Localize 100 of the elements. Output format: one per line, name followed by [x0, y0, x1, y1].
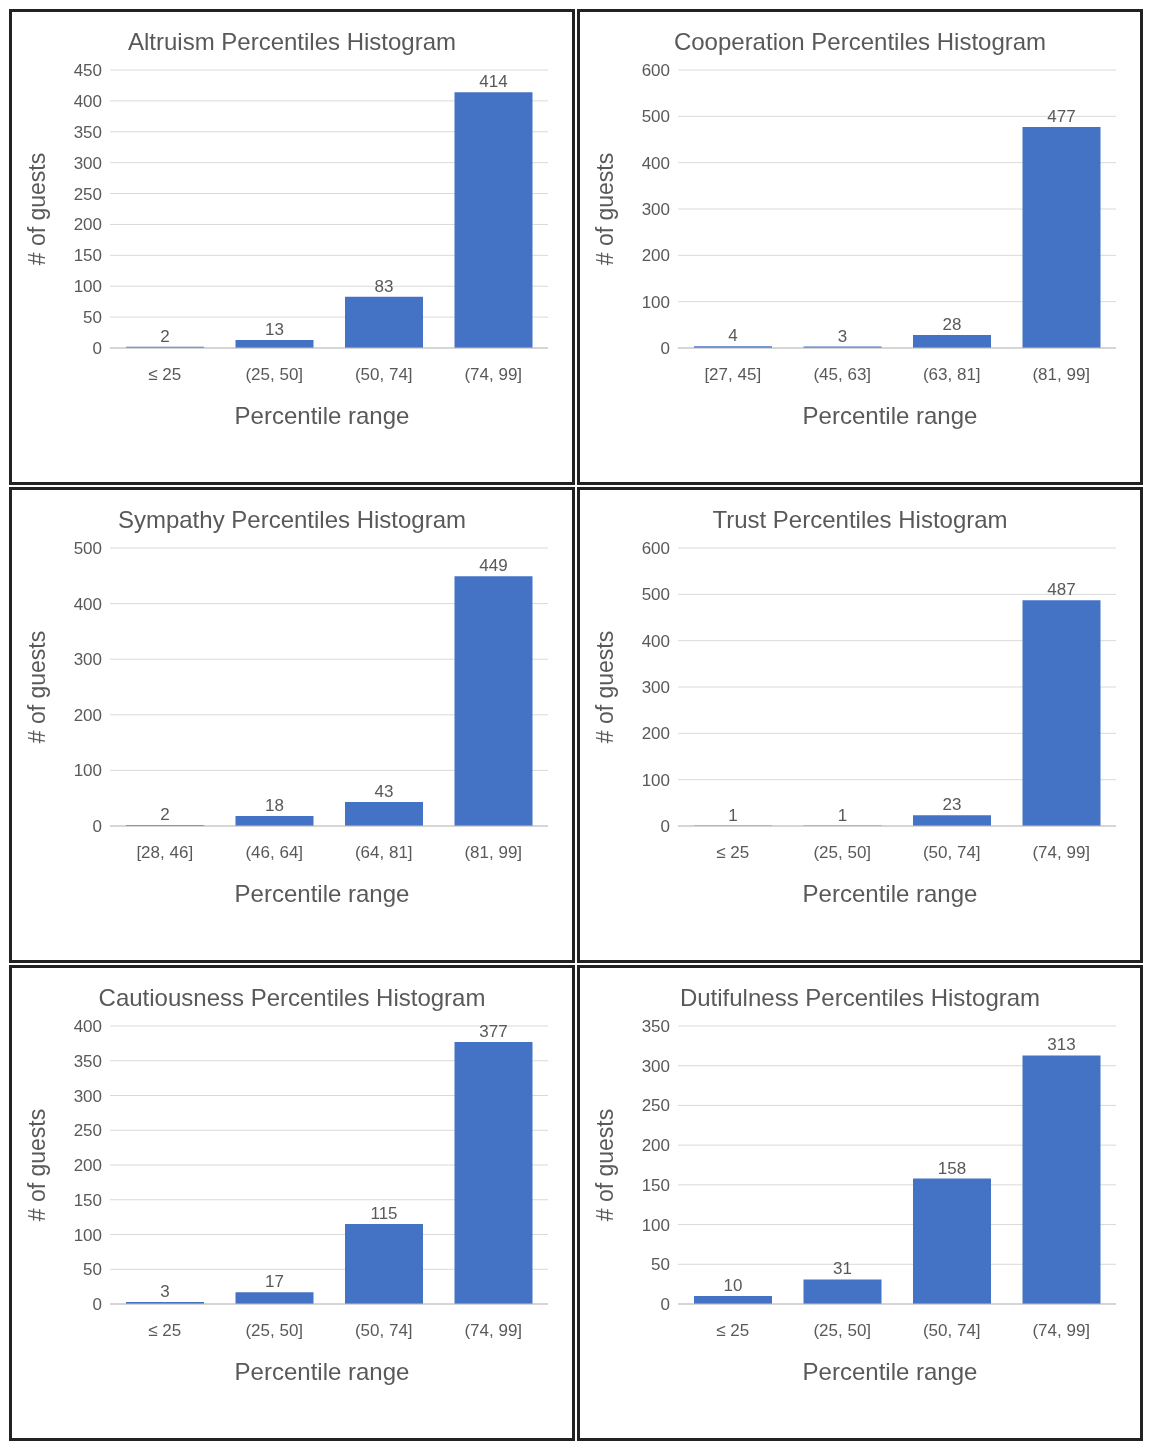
- x-tick-label: (25, 50]: [813, 1321, 872, 1341]
- data-label: 18: [265, 795, 284, 815]
- x-tick-label: (50, 74]: [354, 1321, 413, 1341]
- data-label: 313: [1047, 1035, 1076, 1055]
- chart-title: Trust Percentiles Histogram: [711, 506, 1009, 534]
- x-tick-label: (25, 50]: [245, 365, 304, 385]
- chart-title: Cautiousness Percentiles Histogram: [97, 984, 487, 1012]
- y-tick-label: 0: [92, 1295, 102, 1315]
- y-axis-title: # of guests: [24, 1108, 51, 1222]
- y-tick-label: 0: [660, 1295, 670, 1315]
- y-tick-label: 300: [73, 153, 102, 173]
- y-tick-label: 300: [73, 1086, 102, 1106]
- y-tick-label: 250: [641, 1096, 670, 1116]
- y-tick-label: 500: [641, 585, 670, 605]
- y-tick-label: 400: [73, 1017, 102, 1037]
- y-tick-label: 400: [641, 153, 670, 173]
- y-tick-label: 350: [641, 1017, 670, 1037]
- data-label: 28: [942, 315, 962, 335]
- y-tick-label: 100: [641, 770, 670, 790]
- y-tick-label: 200: [641, 1136, 670, 1156]
- y-axis-title: # of guests: [592, 630, 619, 744]
- y-axis-title: # of guests: [24, 152, 51, 266]
- data-label: 10: [723, 1276, 743, 1296]
- y-axis-title: # of guests: [592, 1108, 619, 1222]
- x-tick-label: (50, 74]: [922, 843, 981, 863]
- x-tick-label: (81, 99]: [1032, 365, 1091, 385]
- y-tick-label: 0: [92, 817, 102, 837]
- chart-title: Cooperation Percentiles Histogram: [672, 28, 1048, 56]
- x-tick-label: (50, 74]: [354, 365, 413, 385]
- data-label: 377: [479, 1021, 508, 1041]
- y-tick-label: 600: [641, 61, 670, 81]
- data-label: 4: [728, 326, 738, 346]
- data-label: 3: [837, 326, 848, 346]
- x-tick-label: (63, 81]: [922, 365, 981, 385]
- y-tick-label: 50: [83, 1260, 102, 1280]
- data-label: 13: [265, 319, 284, 339]
- x-tick-label: (74, 99]: [1032, 843, 1091, 863]
- y-tick-label: 150: [73, 246, 102, 266]
- x-tick-label: (74, 99]: [464, 1321, 523, 1341]
- y-tick-label: 100: [73, 761, 102, 781]
- y-tick-label: 250: [73, 184, 102, 204]
- y-tick-label: 200: [641, 724, 670, 744]
- data-label: 2: [160, 804, 170, 824]
- y-tick-label: 300: [73, 650, 102, 670]
- x-axis-title: Percentile range: [801, 402, 979, 430]
- y-tick-label: 450: [73, 61, 102, 81]
- y-tick-label: 200: [73, 705, 102, 725]
- y-tick-label: 150: [641, 1175, 670, 1195]
- x-tick-label: [27, 45]: [704, 365, 762, 385]
- y-tick-label: 100: [73, 277, 102, 297]
- y-tick-label: 400: [73, 91, 102, 111]
- data-label: 2: [160, 326, 170, 346]
- y-tick-label: 500: [73, 539, 102, 559]
- data-label: 115: [370, 1204, 398, 1224]
- data-label: 23: [942, 795, 962, 815]
- data-label: 43: [374, 782, 394, 802]
- x-tick-label: (74, 99]: [464, 365, 523, 385]
- y-axis-title: # of guests: [592, 152, 619, 266]
- data-label: 83: [374, 276, 394, 296]
- x-axis-title: Percentile range: [801, 1358, 979, 1386]
- y-tick-label: 400: [641, 631, 670, 651]
- y-tick-label: 250: [73, 1121, 102, 1141]
- data-label: 487: [1047, 580, 1076, 600]
- chart-title: Altruism Percentiles Histogram: [126, 28, 458, 56]
- chart-title: Dutifulness Percentiles Histogram: [678, 984, 1042, 1012]
- chart-title: Sympathy Percentiles Histogram: [116, 506, 468, 534]
- y-tick-label: 200: [73, 1156, 102, 1176]
- y-tick-label: 500: [641, 107, 670, 127]
- y-tick-label: 100: [641, 1215, 670, 1235]
- x-axis-title: Percentile range: [801, 880, 979, 908]
- x-tick-label: ≤ 25: [716, 1321, 750, 1341]
- y-tick-label: 400: [73, 594, 102, 614]
- x-tick-label: (46, 64]: [245, 843, 304, 863]
- y-tick-label: 50: [651, 1255, 670, 1275]
- y-tick-label: 100: [641, 292, 670, 312]
- x-tick-label: (50, 74]: [922, 1321, 981, 1341]
- y-tick-label: 0: [660, 817, 670, 837]
- x-axis-title: Percentile range: [233, 880, 411, 908]
- x-tick-label: (64, 81]: [354, 843, 413, 863]
- y-tick-label: 300: [641, 1056, 670, 1076]
- x-axis-title: Percentile range: [233, 1358, 411, 1386]
- x-tick-label: (25, 50]: [813, 843, 872, 863]
- x-tick-label: (45, 63]: [813, 365, 872, 385]
- data-label: 449: [479, 556, 508, 576]
- y-tick-label: 350: [73, 122, 102, 142]
- data-label: 17: [265, 1272, 284, 1292]
- x-axis-title: Percentile range: [233, 402, 411, 430]
- data-label: 158: [937, 1158, 967, 1178]
- x-tick-label: [28, 46]: [136, 843, 194, 863]
- y-tick-label: 150: [73, 1190, 102, 1210]
- data-label: 1: [728, 805, 738, 825]
- x-tick-label: (74, 99]: [1032, 1321, 1091, 1341]
- data-label: 3: [160, 1281, 170, 1301]
- y-tick-label: 300: [641, 678, 670, 698]
- x-tick-label: (81, 99]: [464, 843, 523, 863]
- y-tick-label: 350: [73, 1051, 102, 1071]
- x-tick-label: ≤ 25: [148, 365, 182, 385]
- y-tick-label: 600: [641, 539, 670, 559]
- y-axis-title: # of guests: [24, 630, 51, 744]
- data-label: 477: [1047, 106, 1076, 126]
